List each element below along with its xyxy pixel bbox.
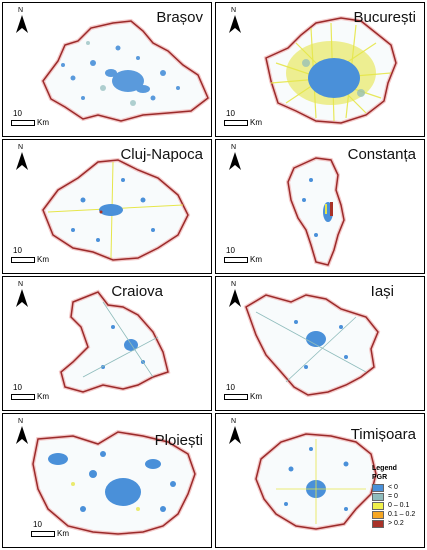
- panel-title: Cluj-Napoca: [120, 146, 203, 163]
- map-panel-bucuresti: N București 10 Km: [215, 2, 425, 137]
- legend-item: > 0.2: [372, 519, 424, 528]
- iasi-map: [243, 292, 381, 398]
- legend: Legend PGR < 0 = 0 0 – 0.1 0.1 – 0.2 > 0…: [372, 465, 424, 528]
- north-arrow-icon: N: [226, 144, 244, 172]
- map-panel-iasi: N Iași 10 Km: [215, 276, 425, 411]
- north-label: N: [18, 7, 24, 14]
- panel-title: Ploiești: [154, 432, 203, 449]
- scale-bar: 10 Km: [224, 246, 262, 264]
- map-panel-ploiesti: N Ploiești 10 Km: [2, 413, 212, 548]
- legend-heading: PGR: [372, 474, 388, 481]
- timisoara-map: [253, 431, 379, 532]
- panel-title: Constanța: [347, 146, 416, 163]
- north-arrow-icon: N: [13, 281, 31, 309]
- panel-title: București: [353, 9, 416, 26]
- map-panel-timisoara: N Timișoara: [215, 413, 425, 548]
- panel-title: Brașov: [156, 9, 203, 26]
- legend-title: Legend: [372, 465, 397, 472]
- scale-bar: 10 Km: [224, 383, 262, 401]
- legend-item: = 0: [372, 492, 424, 501]
- ploiesti-map: [30, 429, 198, 537]
- north-arrow-icon: N: [13, 144, 31, 172]
- legend-item: 0.1 – 0.2: [372, 510, 424, 519]
- brasov-urban: [61, 45, 180, 101]
- north-arrow-icon: N: [226, 7, 244, 35]
- map-panel-constanta: N Constanța 10 Km: [215, 139, 425, 274]
- legend-item: 0 – 0.1: [372, 501, 424, 510]
- map-panel-brasov: N Brașov 10 Km: [2, 2, 212, 137]
- north-arrow-icon: N: [13, 418, 31, 446]
- panel-title: Craiova: [111, 283, 163, 300]
- north-arrow-icon: N: [13, 7, 31, 35]
- cluj-map: [40, 157, 191, 263]
- map-panel-cluj-napoca: N Cluj-Napoca 10 Km: [2, 139, 212, 274]
- north-arrow-icon: N: [226, 418, 244, 446]
- scale-bar: 10 Km: [224, 109, 262, 127]
- scale-bar: 10 Km: [31, 520, 69, 538]
- map-panel-craiova: N Craiova 10 Km: [2, 276, 212, 411]
- panel-title: Timișoara: [350, 426, 416, 443]
- scale-bar: 10 Km: [11, 109, 49, 127]
- constanta-map: [285, 155, 347, 268]
- scale-bar: 10 Km: [11, 246, 49, 264]
- craiova-map: [58, 289, 171, 395]
- bucuresti-urban: [308, 58, 360, 98]
- legend-item: < 0: [372, 483, 424, 492]
- scale-bar: 10 Km: [11, 383, 49, 401]
- north-arrow-icon: N: [226, 281, 244, 309]
- brasov-map: [40, 18, 211, 124]
- bucuresti-map: [263, 15, 399, 126]
- panel-title: Iași: [370, 283, 394, 300]
